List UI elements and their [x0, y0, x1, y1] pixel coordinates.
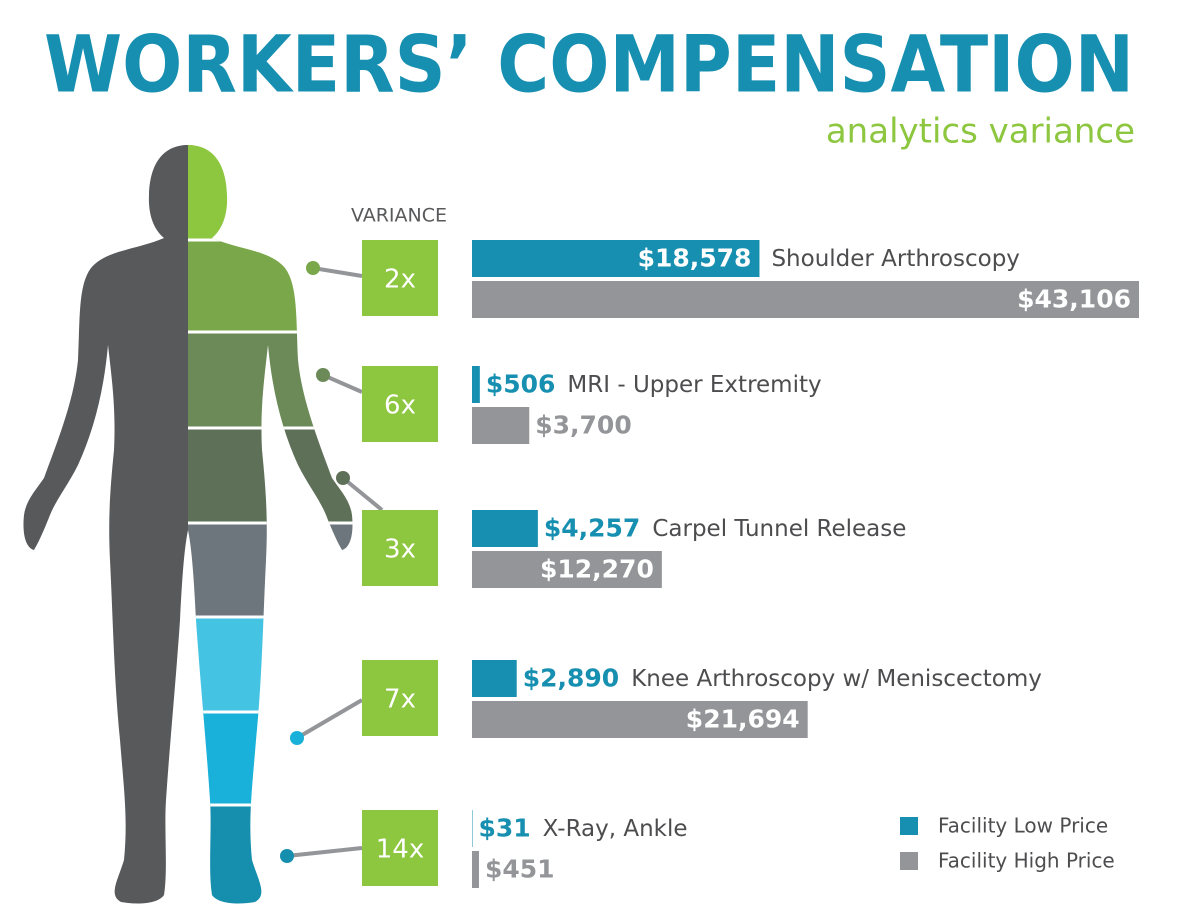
value-label: $451 — [485, 855, 555, 884]
bar — [472, 551, 662, 588]
legend-label: Facility Low Price — [938, 814, 1108, 838]
variance-box — [362, 366, 438, 442]
bar — [472, 407, 530, 444]
value-label: $4,257 — [544, 514, 640, 543]
category-label: X-Ray, Ankle — [543, 816, 688, 842]
variance-label: 7x — [384, 685, 416, 715]
value-label: $31 — [478, 814, 530, 843]
value-label: $12,270 — [540, 555, 654, 584]
subtitle: analytics variance — [826, 112, 1135, 152]
variance-header: VARIANCE — [351, 205, 447, 227]
category-label: Knee Arthroscopy w/ Meniscectomy — [631, 666, 1042, 692]
title: WORKERS’ COMPENSATION — [44, 20, 1134, 110]
value-label: $2,890 — [523, 664, 619, 693]
bar — [472, 510, 538, 547]
variance-box — [362, 810, 438, 886]
variance-label: 2x — [384, 265, 416, 295]
value-label: $43,106 — [1017, 285, 1131, 314]
value-label: $18,578 — [638, 244, 752, 273]
variance-label: 3x — [384, 535, 416, 565]
value-label: $3,700 — [535, 411, 631, 440]
connector-dots — [280, 261, 350, 863]
bar — [472, 240, 760, 277]
legend-label: Facility High Price — [938, 849, 1115, 873]
variance-label: 14x — [376, 835, 424, 865]
bar — [472, 281, 1139, 318]
category-label: Shoulder Arthroscopy — [771, 246, 1019, 272]
category-label: MRI - Upper Extremity — [567, 372, 821, 398]
value-label: $506 — [486, 370, 556, 399]
variance-box — [362, 660, 438, 736]
bar — [472, 660, 517, 697]
bar — [472, 701, 808, 738]
connectors — [286, 266, 384, 858]
variance-box — [362, 510, 438, 586]
legend-swatch — [900, 817, 918, 835]
bar — [472, 366, 480, 403]
variance-label: 6x — [384, 391, 416, 421]
legend-swatch — [900, 852, 918, 870]
value-label: $21,694 — [686, 705, 800, 734]
variance-box — [362, 240, 438, 316]
bar — [472, 851, 479, 888]
body-figure — [23, 145, 353, 904]
category-label: Carpel Tunnel Release — [652, 516, 906, 542]
